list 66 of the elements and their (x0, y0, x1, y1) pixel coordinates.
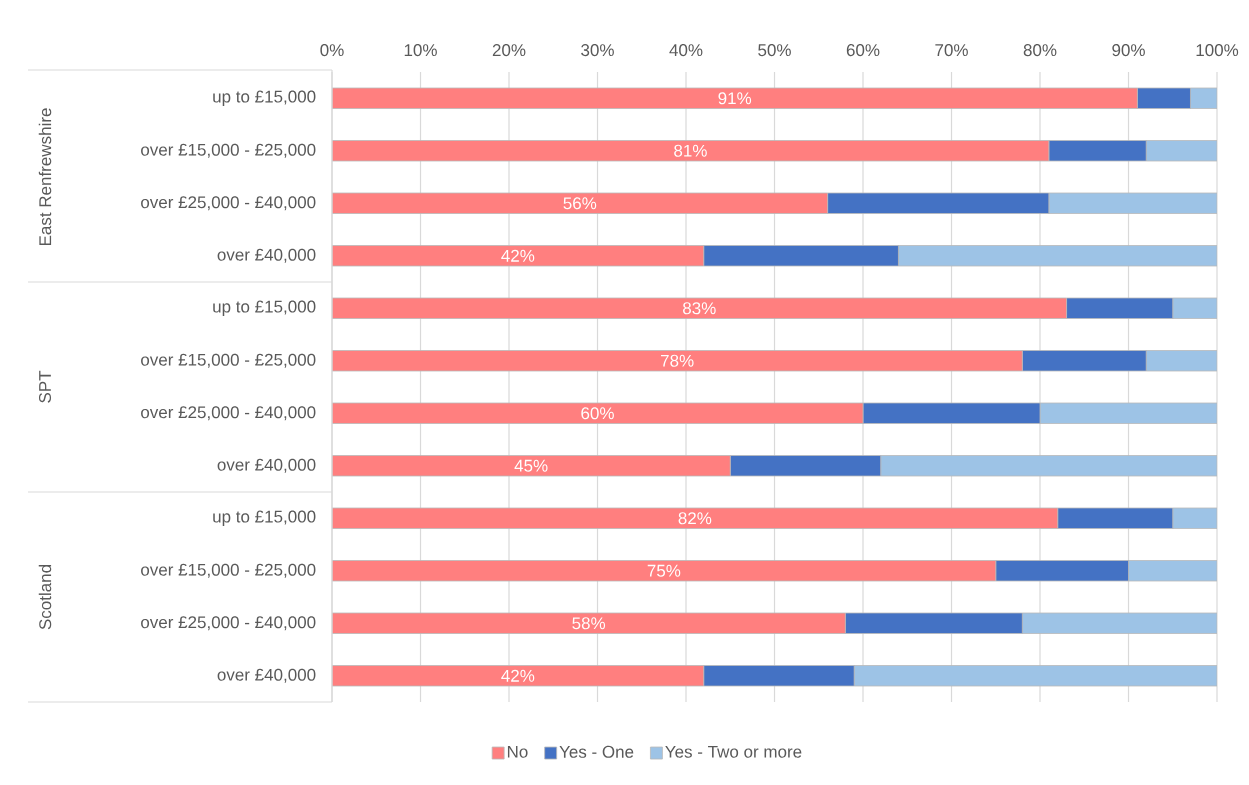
data-label: 58% (572, 617, 606, 630)
bar (862, 402, 1041, 424)
bar (332, 245, 705, 267)
legend-label: Yes - One (559, 745, 634, 758)
data-label: 82% (678, 512, 712, 525)
data-label: 91% (718, 92, 752, 105)
bar (332, 297, 1067, 319)
y-tick-label: over £25,000 - £40,000 (141, 406, 316, 421)
data-label: 42% (501, 669, 535, 682)
bar (332, 665, 705, 687)
bar (332, 402, 864, 424)
data-label: 42% (501, 249, 535, 262)
bar (1145, 140, 1218, 162)
bar (1172, 507, 1218, 529)
bar (1048, 192, 1218, 214)
legend-label: No (507, 745, 528, 758)
y-tick-label: up to £15,000 (213, 510, 316, 526)
x-tick-label: 60% (846, 44, 880, 57)
bar (332, 507, 1059, 529)
bar (898, 245, 1218, 267)
data-label: 75% (647, 564, 681, 577)
bar (332, 455, 731, 477)
bar (995, 560, 1129, 582)
x-tick-label: 50% (758, 44, 791, 57)
bar (332, 612, 846, 634)
y-tick-label: over £40,000 (217, 458, 316, 473)
bar (332, 560, 997, 582)
y-tick-label: over £40,000 (217, 668, 316, 683)
bar (853, 665, 1218, 687)
x-tick-label: 70% (935, 44, 968, 57)
data-label: 78% (661, 354, 694, 367)
x-tick-label: 30% (581, 44, 614, 57)
bar (332, 140, 1050, 162)
data-label: 81% (674, 144, 707, 157)
bar (332, 192, 829, 214)
x-tick-label: 10% (404, 44, 437, 57)
data-label: 60% (581, 407, 614, 420)
text: Scotland (38, 565, 52, 630)
data-label: 45% (514, 459, 548, 472)
y-tick-label: over £25,000 - £40,000 (141, 196, 316, 211)
data-label: 83% (683, 302, 716, 315)
bar (1021, 612, 1218, 634)
bar (332, 87, 1138, 109)
y-tick-label: over £15,000 - £25,000 (141, 353, 316, 368)
bar (1172, 297, 1218, 319)
bar (332, 350, 1023, 372)
y-tick-label: over £15,000 - £25,000 (141, 143, 316, 158)
y-tick-label: up to £15,000 (213, 300, 316, 316)
x-tick-label: 80% (1023, 44, 1057, 57)
x-tick-label: 0% (320, 44, 344, 57)
y-tick-label: over £40,000 (217, 248, 316, 263)
x-tick-label: 20% (492, 44, 526, 57)
text: East Renfrewshire (38, 108, 52, 246)
text: SPT (38, 370, 52, 403)
legend-label: Yes - Two or more (665, 745, 802, 758)
bar (1039, 402, 1218, 424)
x-tick-label: 100% (1196, 44, 1239, 57)
bar (1128, 560, 1218, 582)
data-label: 56% (563, 197, 597, 210)
y-tick-label: up to £15,000 (213, 90, 316, 106)
y-tick-label: over £25,000 - £40,000 (141, 616, 316, 631)
x-tick-label: 40% (669, 44, 703, 57)
y-tick-label: over £15,000 - £25,000 (141, 563, 316, 578)
bar (1145, 350, 1218, 372)
x-tick-label: 90% (1112, 44, 1145, 57)
bar (880, 455, 1218, 477)
